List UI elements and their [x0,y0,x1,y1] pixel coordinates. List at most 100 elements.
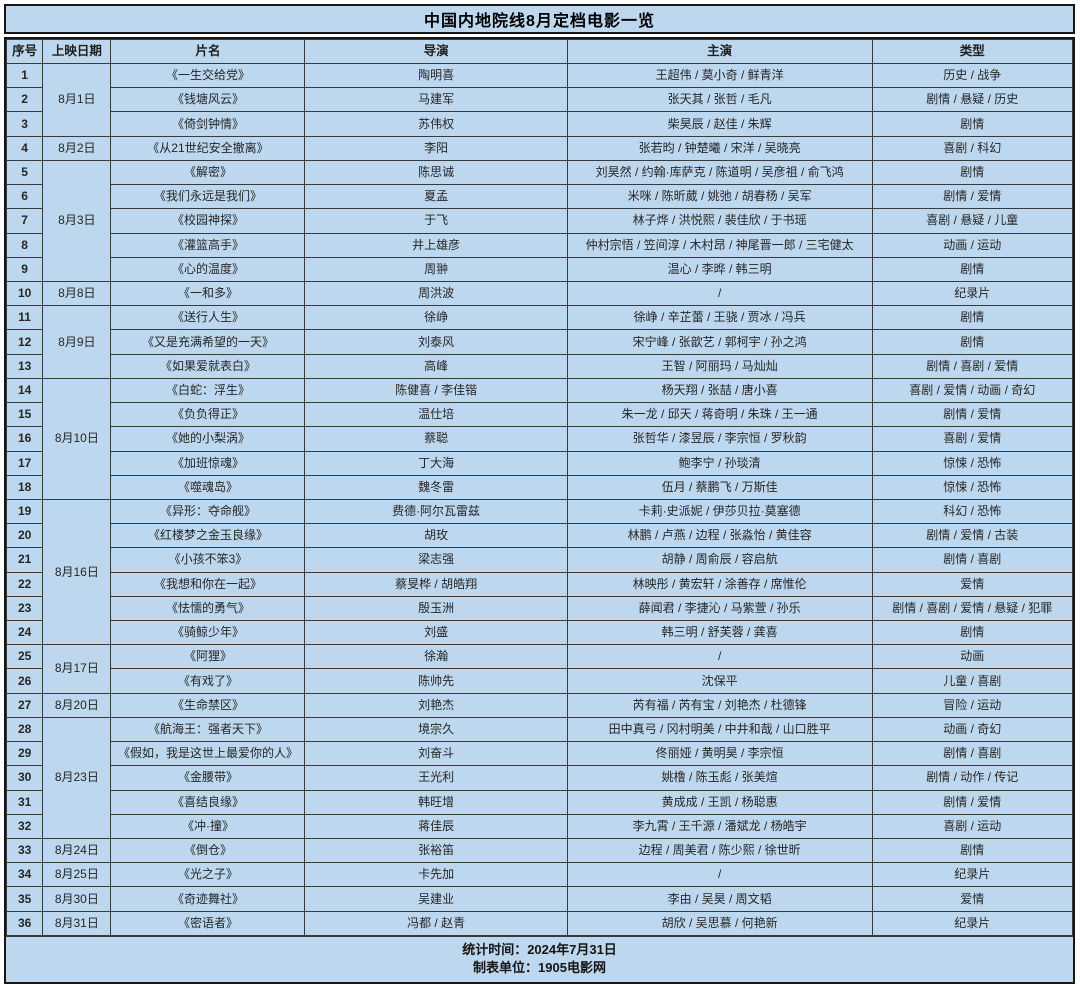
table-row: 8 《灌篮高手》 井上雄彦 仲村宗悟 / 笠间淳 / 木村昂 / 神尾晋一郎 / 三宅… [5,232,1074,258]
cell-genre: 剧情 [871,305,1074,331]
cell-index: 11 [5,305,44,331]
table-row: 2 《钱塘风云》 马建军 张天其 / 张哲 / 毛凡 剧情 / 悬疑 / 历史 [5,87,1074,113]
table-row: 17 《加班惊魂》 丁大海 鲍李宁 / 孙琰清 惊悚 / 恐怖 [5,450,1074,476]
table-row: 29 《假如，我是这世上最爱你的人》 刘奋斗 佟丽娅 / 黄明昊 / 李宗恒 剧情 / … [5,741,1074,767]
cell-genre: 剧情 / 喜剧 / 爱情 [871,353,1074,379]
table-row: 35 8月30日 《奇迹舞社》 吴建业 李由 / 吴昊 / 周文韬 爱情 [5,886,1074,912]
cell-release-date: 8月31日 [42,910,112,937]
cell-genre: 儿童 / 喜剧 [871,668,1074,694]
cell-release-date: 8月9日 [42,305,112,379]
cell-genre: 历史 / 战争 [871,62,1074,89]
cell-film-title: 《航海王：强者天下》 [110,716,306,743]
cell-film-title: 《我们永远是我们》 [110,184,306,210]
cell-release-date: 8月30日 [42,886,112,912]
cell-cast: 卡莉·史派妮 / 伊莎贝拉·莫塞德 [566,498,873,525]
cell-director: 周翀 [304,256,568,282]
table-row: 32 《冲·撞》 蒋佳辰 李九霄 / 王千源 / 潘斌龙 / 杨皓宇 喜剧 / 运动 [5,813,1074,840]
header-row: 序号 上映日期 片名 导演 主演 类型 [5,39,1074,64]
cell-cast: 柴昊辰 / 赵佳 / 朱辉 [566,111,873,137]
cell-genre: 剧情 / 爱情 [871,789,1074,815]
cell-film-title: 《奇迹舞社》 [110,886,306,912]
table-row: 1 8月1日 《一生交给党》 陶明喜 王超伟 / 莫小奇 / 鲜青洋 历史 / 战争 [5,62,1074,137]
cell-release-date: 8月1日 [42,63,112,137]
cell-cast: 胡欣 / 吴思慕 / 何艳新 [566,910,873,937]
cell-film-title: 《解密》 [110,159,306,186]
cell-cast: 仲村宗悟 / 笠间淳 / 木村昂 / 神尾晋一郎 / 三宅健太 [566,232,873,258]
cell-release-date: 8月8日 [42,280,112,307]
cell-index: 28 [5,716,44,743]
cell-index: 16 [5,426,44,452]
cell-release-date: 8月17日 [42,644,112,694]
cell-film-title: 《有戏了》 [110,668,306,694]
table-row: 15 《负负得正》 温仕培 朱一龙 / 邱天 / 蒋奇明 / 朱珠 / 王一通 剧情 /… [5,402,1074,428]
cell-film-title: 《光之子》 [110,862,306,888]
column-header-film: 片名 [110,39,306,64]
cell-film-title: 《倒仓》 [110,837,306,864]
column-header-index: 序号 [5,39,44,64]
cell-index: 26 [5,668,44,694]
cell-genre: 剧情 [871,837,1074,864]
cell-index: 30 [5,765,44,791]
cell-genre: 喜剧 / 运动 [871,813,1074,840]
cell-director: 殷玉洲 [304,595,568,622]
cell-index: 24 [5,620,44,646]
cell-index: 19 [5,498,44,525]
table-row: 6 《我们永远是我们》 夏孟 米咪 / 陈昕葳 / 姚弛 / 胡春杨 / 吴军 剧情 /… [5,184,1074,210]
cell-director: 于飞 [304,208,568,234]
cell-film-title: 《一生交给党》 [110,62,306,89]
table-row: 24 《骑鲸少年》 刘盛 韩三明 / 舒芙蓉 / 龚喜 剧情 [5,620,1074,646]
table-row: 30 《金腰带》 王光利 姚橹 / 陈玉彪 / 张美煊 剧情 / 动作 / 传记 [5,765,1074,791]
cell-index: 3 [5,111,44,137]
cell-index: 10 [5,280,44,307]
cell-genre: 纪录片 [871,280,1074,307]
cell-genre: 剧情 / 喜剧 [871,741,1074,767]
table-row: 28 8月23日 《航海王：强者天下》 境宗久 田中真弓 / 冈村明美 / 中井和哉 /… [5,716,1074,840]
table-row: 25 8月17日 《阿狸》 徐瀚 / 动画 [5,644,1074,694]
cell-genre: 剧情 [871,159,1074,186]
cell-release-date: 8月25日 [42,862,112,888]
cell-film-title: 《噬魂岛》 [110,474,306,500]
cell-genre: 冒险 / 运动 [871,692,1074,718]
cell-release-date: 8月23日 [42,716,112,840]
cell-index: 7 [5,208,44,234]
table-row: 11 8月9日 《送行人生》 徐峥 徐峥 / 辛芷蕾 / 王骁 / 贾冰 / 冯兵 剧情 [5,305,1074,379]
table-row: 27 8月20日 《生命禁区》 刘艳杰 芮有福 / 芮有宝 / 刘艳杰 / 杜德锋 冒险 … [5,692,1074,718]
cell-film-title: 《红楼梦之金玉良缘》 [110,523,306,549]
cell-film-title: 《金腰带》 [110,765,306,791]
cell-index: 12 [5,329,44,355]
table-row: 20 《红楼梦之金玉良缘》 胡玫 林鹏 / 卢燕 / 边程 / 张淼怡 / 黄佳容 剧情… [5,523,1074,549]
cell-release-date: 8月3日 [42,159,112,282]
cell-film-title: 《怯懦的勇气》 [110,595,306,622]
cell-release-date: 8月2日 [42,135,112,161]
cell-director: 吴建业 [304,886,568,912]
cell-cast: 米咪 / 陈昕葳 / 姚弛 / 胡春杨 / 吴军 [566,184,873,210]
cell-director: 马建军 [304,87,568,113]
cell-director: 刘艳杰 [304,692,568,718]
cell-index: 29 [5,741,44,767]
cell-index: 6 [5,184,44,210]
column-header-cast: 主演 [566,39,873,64]
cell-cast: 鲍李宁 / 孙琰清 [566,450,873,476]
cell-cast: 李由 / 吴昊 / 周文韬 [566,886,873,912]
cell-genre: 喜剧 / 悬疑 / 儿童 [871,208,1074,234]
cell-cast: 林子烨 / 洪悦熙 / 裴佳欣 / 于书瑶 [566,208,873,234]
cell-genre: 剧情 / 悬疑 / 历史 [871,87,1074,113]
cell-index: 21 [5,547,44,573]
cell-film-title: 《灌篮高手》 [110,232,306,258]
cell-genre: 科幻 / 恐怖 [871,498,1074,525]
cell-director: 刘奋斗 [304,741,568,767]
cell-director: 费德·阿尔瓦雷兹 [304,498,568,525]
cell-director: 冯都 / 赵青 [304,910,568,937]
table-footer: 统计时间：2024年7月31日 制表单位：1905电影网 [6,936,1073,982]
cell-cast: 王超伟 / 莫小奇 / 鲜青洋 [566,62,873,89]
cell-cast: 张若昀 / 钟楚曦 / 宋洋 / 吴晓亮 [566,135,873,161]
table-row: 5 8月3日 《解密》 陈思诚 刘昊然 / 约翰·库萨克 / 陈道明 / 吴彦祖 / 俞… [5,159,1074,282]
cell-cast: 佟丽娅 / 黄明昊 / 李宗恒 [566,741,873,767]
cell-genre: 爱情 [871,886,1074,912]
table-row: 14 8月10日 《白蛇：浮生》 陈健喜 / 李佳锴 杨天翔 / 张喆 / 唐小喜 喜剧 … [5,377,1074,500]
cell-director: 境宗久 [304,716,568,743]
cell-index: 35 [5,886,44,912]
cell-genre: 动画 [871,644,1074,670]
cell-film-title: 《钱塘风云》 [110,87,306,113]
